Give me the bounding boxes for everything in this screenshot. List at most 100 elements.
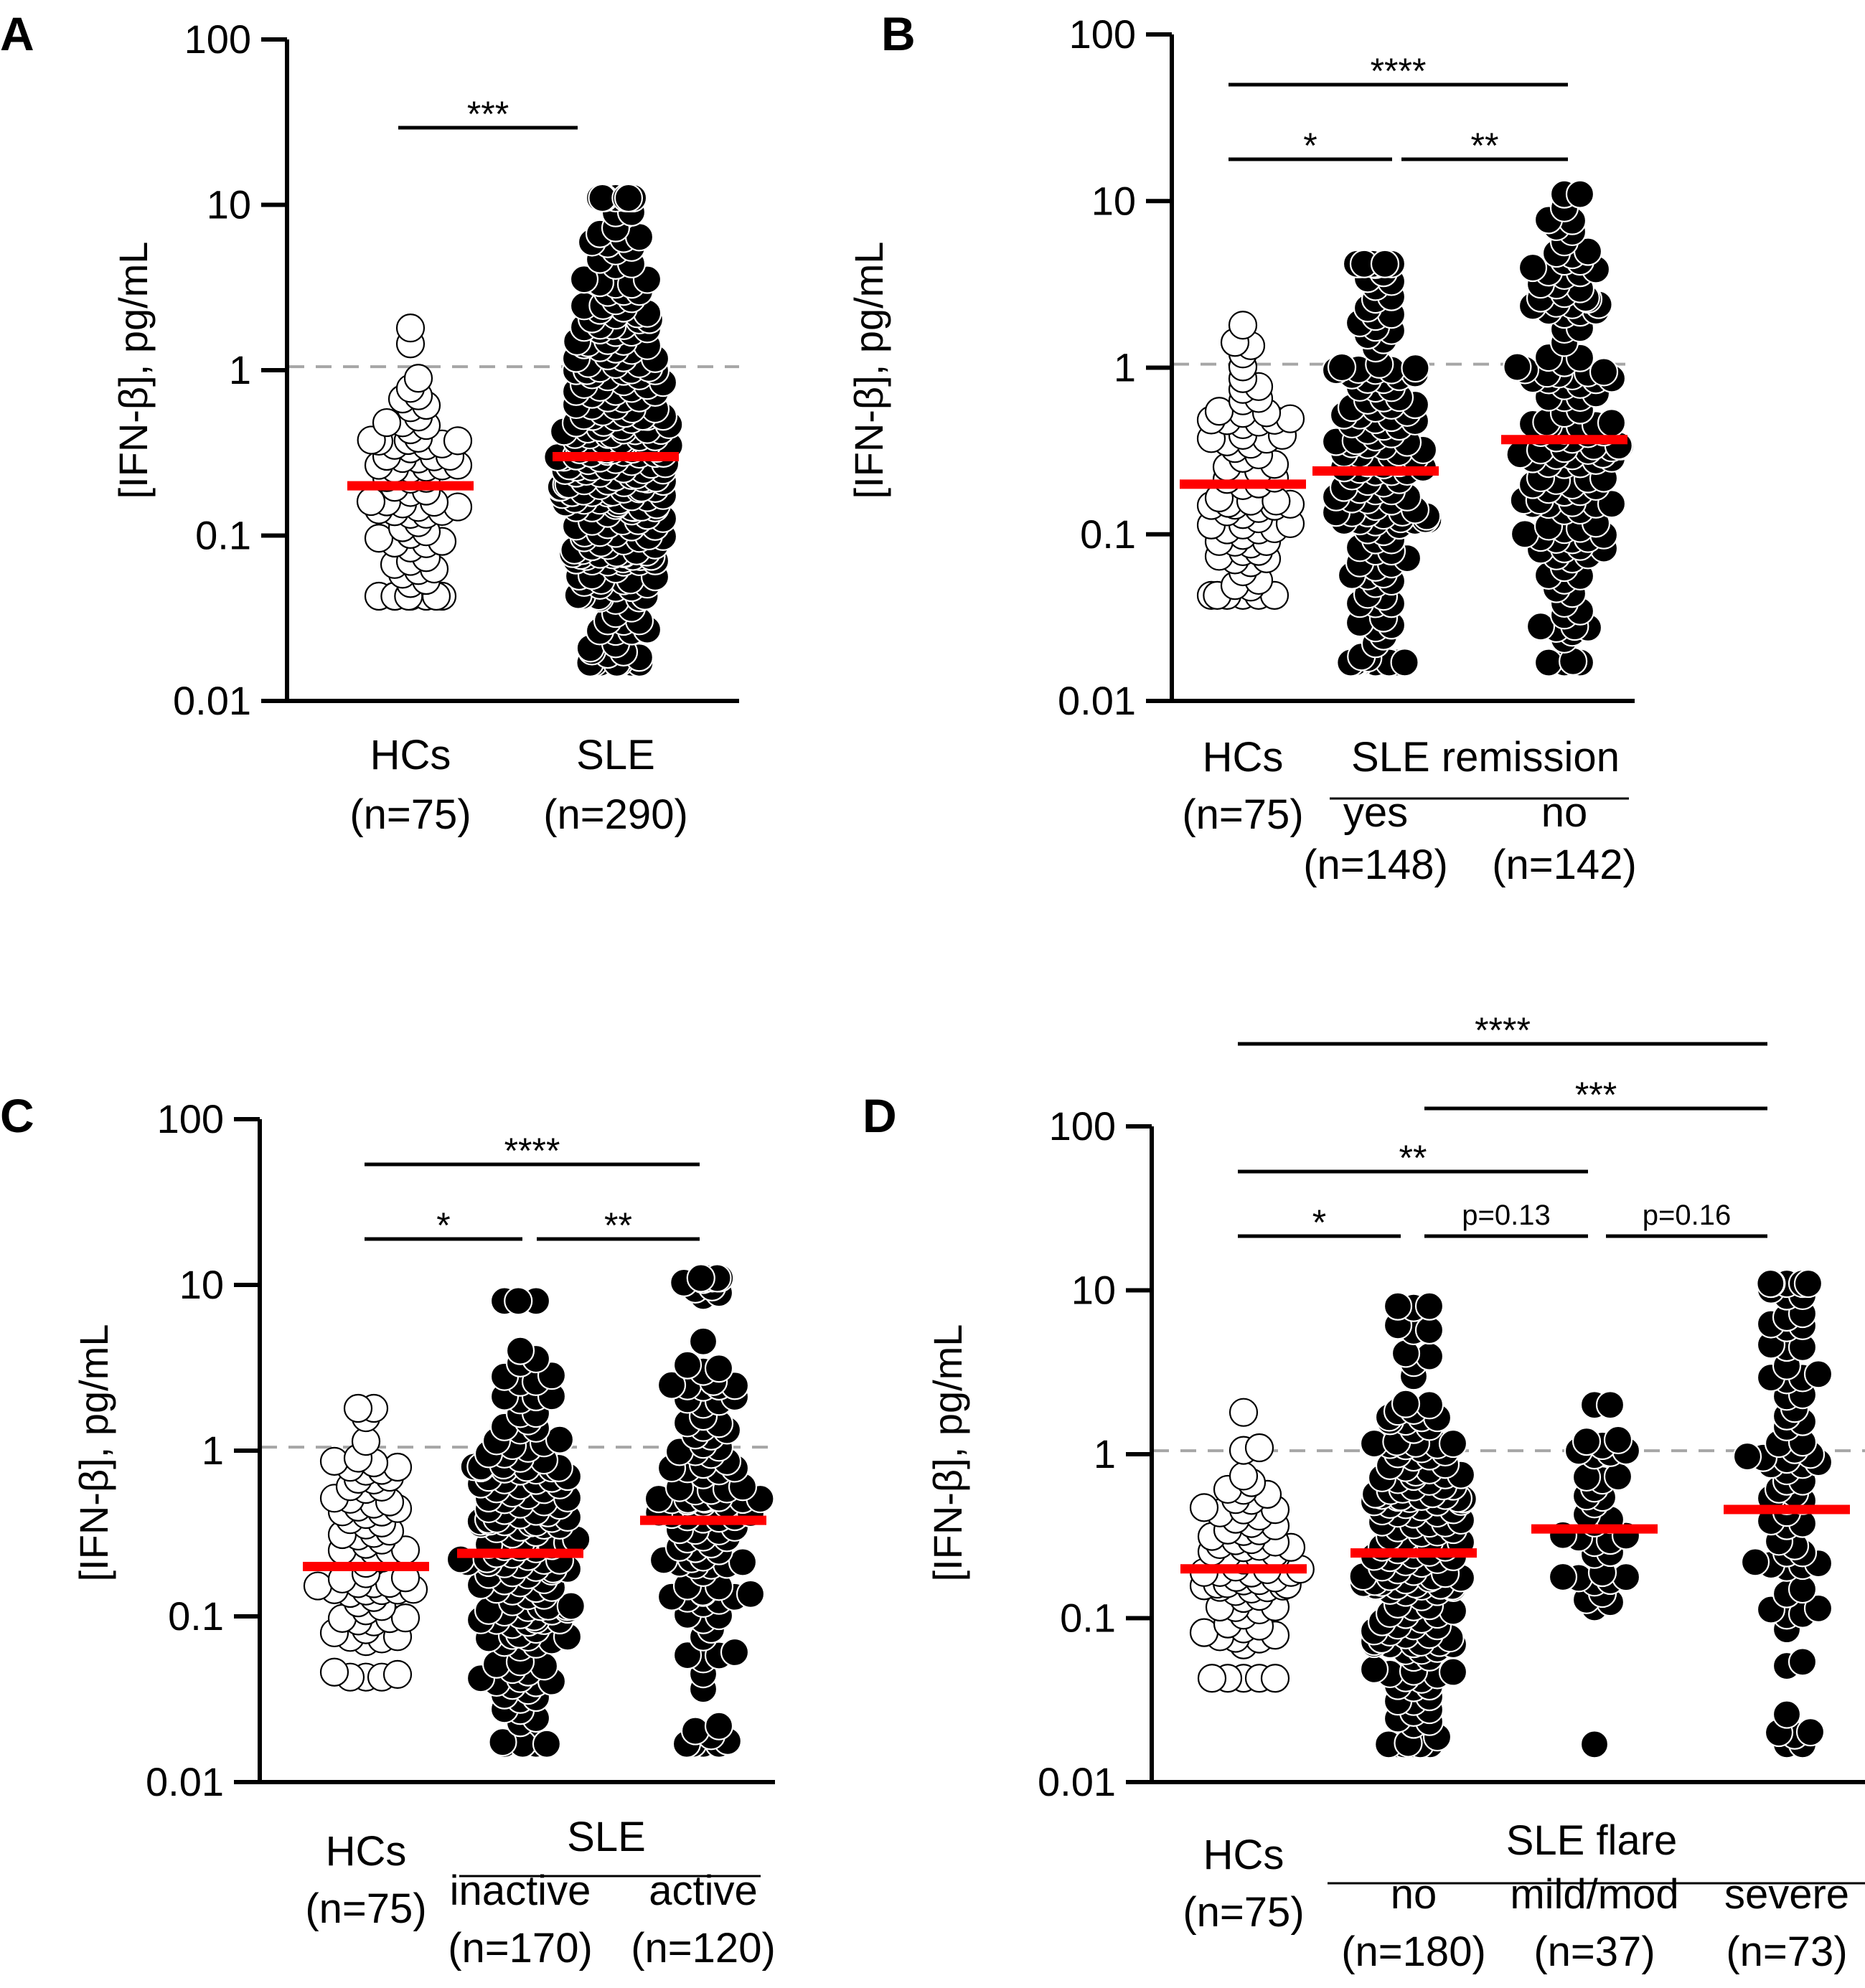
- data-point: [720, 1637, 750, 1667]
- category-label: HCs: [1203, 734, 1284, 781]
- y-tick-label: 100: [184, 17, 251, 62]
- data-point: [704, 1711, 734, 1740]
- category-n-label: (n=148): [1303, 842, 1448, 888]
- data-point: [1533, 648, 1564, 677]
- y-tick-label: 0.01: [146, 1759, 224, 1804]
- category-label: mild/mod: [1510, 1871, 1678, 1918]
- data-point: [1275, 404, 1305, 433]
- y-tick-label: 100: [1069, 11, 1136, 57]
- y-tick-label: 1: [202, 1428, 224, 1473]
- y-tick-label: 0.01: [1038, 1759, 1116, 1804]
- data-point: [372, 408, 402, 438]
- data-point: [1589, 357, 1619, 387]
- data-point: [403, 364, 433, 393]
- category-n-label: (n=75): [305, 1885, 426, 1932]
- data-point: [443, 426, 473, 456]
- dots-no: [1348, 1291, 1478, 1759]
- panel-B: B 100 10 1 0.1 0.01 [IFN-β], pg/mL HCs (n=75) yes…: [846, 7, 1637, 888]
- y-tick-label: 10: [179, 1262, 224, 1307]
- y-tick-label: 0.1: [1060, 1596, 1116, 1641]
- category-label: active: [649, 1867, 758, 1914]
- category-n-label: (n=37): [1533, 1928, 1655, 1975]
- data-point: [1572, 1427, 1602, 1456]
- y-tick-label: 1: [1114, 345, 1136, 390]
- panel-D: D 100 10 1 0.1 0.01 [IFN-β], pg/mL HCs (n=75) no (…: [863, 1010, 1865, 1975]
- data-point: [1795, 1718, 1826, 1747]
- data-point: [1390, 648, 1419, 677]
- y-tick-label: 0.1: [168, 1593, 224, 1639]
- significance-label: p=0.16: [1643, 1200, 1731, 1231]
- data-point: [1793, 1268, 1823, 1299]
- category-n-label: (n=73): [1726, 1928, 1847, 1975]
- data-point: [303, 1571, 333, 1601]
- data-point: [1803, 1360, 1833, 1389]
- panel-letter: B: [881, 7, 916, 60]
- y-tick-label: 10: [207, 182, 251, 227]
- data-point: [319, 1657, 349, 1687]
- data-point: [1229, 1398, 1259, 1427]
- data-point: [1732, 1441, 1762, 1471]
- dots-hcs: [1189, 1398, 1315, 1693]
- data-point: [728, 1547, 758, 1577]
- y-axis-title: [IFN-β], pg/mL: [71, 1324, 116, 1582]
- y-tick-label: 1: [229, 347, 251, 392]
- data-point: [382, 1659, 413, 1690]
- panel-letter: D: [863, 1089, 897, 1142]
- significance-label: p=0.13: [1462, 1200, 1550, 1231]
- data-point: [680, 1716, 710, 1746]
- dots-hcs: [1196, 311, 1305, 610]
- significance-label: **: [1399, 1138, 1427, 1178]
- data-point: [1391, 1389, 1421, 1418]
- data-point: [1228, 311, 1258, 340]
- category-n-label: (n=75): [349, 791, 471, 838]
- significance-label: **: [1471, 126, 1499, 166]
- data-point: [657, 1370, 687, 1400]
- data-point: [319, 1446, 349, 1476]
- y-tick-label: 10: [1071, 1268, 1116, 1313]
- data-point: [1526, 612, 1556, 641]
- data-point: [736, 1579, 766, 1608]
- data-point: [1438, 1428, 1468, 1459]
- data-point: [1244, 1433, 1274, 1463]
- data-point: [1595, 1390, 1625, 1420]
- panel-letter: A: [0, 7, 34, 60]
- y-tick-label: 0.1: [195, 513, 251, 558]
- data-point: [672, 1350, 703, 1380]
- data-point: [1579, 1730, 1610, 1759]
- y-tick-label: 100: [157, 1096, 224, 1141]
- group-header: SLE flare: [1506, 1817, 1678, 1864]
- category-n-label: (n=180): [1341, 1928, 1486, 1975]
- data-point: [672, 1641, 703, 1670]
- panel-A: A 100 10 1 0.1 0.01 [IFN-β], pg/mL HCs (n=75) SLE…: [0, 7, 739, 838]
- y-tick-label: 0.01: [173, 678, 251, 723]
- data-point: [1260, 1664, 1290, 1693]
- data-point: [1788, 1647, 1818, 1677]
- category-label: inactive: [450, 1867, 591, 1914]
- data-point: [1603, 1462, 1633, 1492]
- data-point: [1414, 1291, 1444, 1321]
- data-point: [1803, 1593, 1833, 1623]
- category-label: HCs: [326, 1828, 407, 1875]
- category-n-label: (n=290): [543, 791, 688, 838]
- data-point: [1383, 1291, 1413, 1321]
- dots-yes: [1321, 249, 1443, 677]
- panel-letter: C: [0, 1089, 34, 1142]
- data-point: [532, 1729, 562, 1758]
- data-point: [1565, 179, 1595, 209]
- y-axis-title: [IFN-β], pg/mL: [111, 242, 156, 499]
- dots-active: [644, 1263, 775, 1758]
- category-label: no: [1391, 1871, 1437, 1918]
- significance-label: ***: [467, 94, 509, 134]
- panel-C: C 100 10 1 0.1 0.01 [IFN-β], pg/mL HCs (n=75) ina…: [0, 1089, 776, 1971]
- data-point: [343, 1393, 373, 1423]
- data-point: [390, 1603, 421, 1633]
- dots-sle: [543, 183, 684, 677]
- y-tick-label: 100: [1049, 1103, 1116, 1149]
- data-point: [505, 1336, 535, 1365]
- category-label: yes: [1343, 789, 1408, 836]
- significance-label: **: [604, 1205, 632, 1245]
- data-point: [704, 1354, 734, 1383]
- category-n-label: (n=170): [448, 1925, 593, 1971]
- data-point: [545, 1425, 575, 1454]
- data-point: [1597, 408, 1627, 438]
